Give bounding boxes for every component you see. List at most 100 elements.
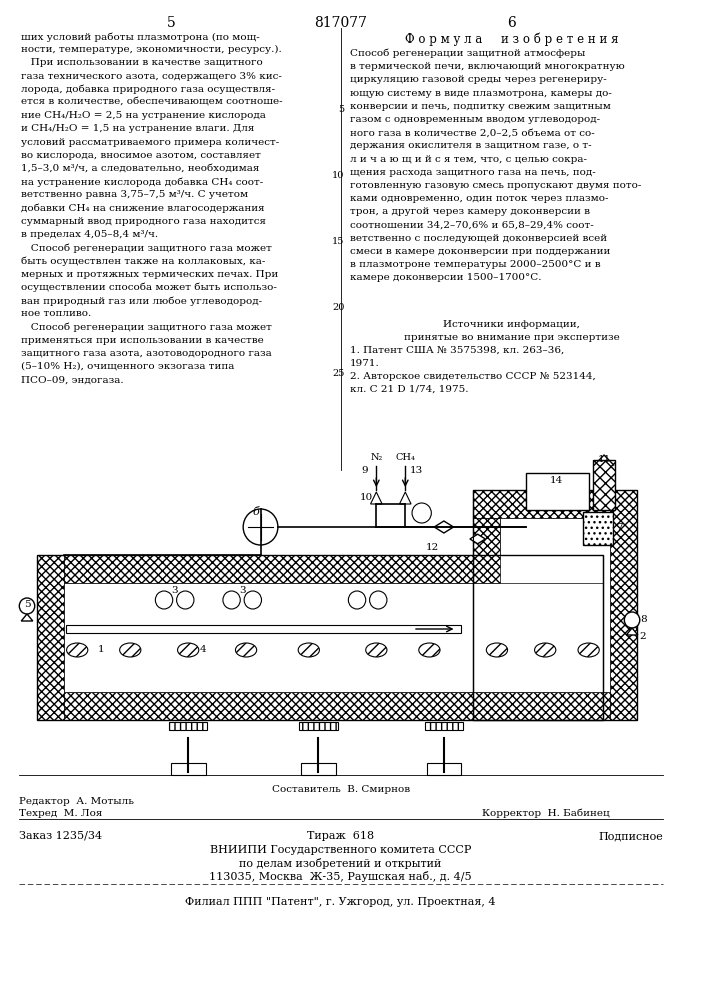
Text: 4: 4 [199, 645, 206, 654]
Polygon shape [370, 492, 382, 504]
Polygon shape [399, 492, 411, 504]
Bar [500, 518, 610, 692]
Text: 14: 14 [550, 476, 563, 485]
Text: Подписное: Подписное [598, 831, 663, 841]
Text: смеси в камере доконверсии при поддержании: смеси в камере доконверсии при поддержан… [350, 247, 611, 256]
Circle shape [243, 509, 278, 545]
Polygon shape [434, 521, 453, 533]
Ellipse shape [66, 643, 88, 657]
Text: ветственно с последующей доконверсией всей: ветственно с последующей доконверсией вс… [350, 234, 607, 243]
Bar [66, 625, 461, 633]
Text: 11: 11 [597, 455, 611, 464]
Text: 2: 2 [640, 632, 646, 641]
Text: на устранение кислорода добавка CH₄ соот-: на устранение кислорода добавка CH₄ соот… [21, 177, 264, 187]
Bar [426, 763, 461, 775]
Bar [37, 692, 630, 720]
Text: Техред  М. Лоя: Техред М. Лоя [19, 809, 103, 818]
Bar [37, 555, 603, 720]
Text: ное топливо.: ное топливо. [21, 309, 91, 318]
Text: быть осуществлен также на коллаковых, ка-: быть осуществлен также на коллаковых, ка… [21, 256, 266, 266]
Text: камере доконверсии 1500–1700°С.: камере доконверсии 1500–1700°С. [350, 273, 542, 282]
Bar [64, 583, 603, 692]
Bar [37, 555, 64, 720]
Text: 1971.: 1971. [350, 359, 380, 368]
Text: 13: 13 [410, 466, 423, 475]
Text: ности, температуре, экономичности, ресурсу.).: ности, температуре, экономичности, ресур… [21, 45, 282, 54]
Text: ВНИИПИ Государственного комитета СССР: ВНИИПИ Государственного комитета СССР [210, 845, 472, 855]
Text: Источники информации,: Источники информации, [443, 320, 580, 329]
Text: газа технического азота, содержащего 3% кис-: газа технического азота, содержащего 3% … [21, 72, 282, 81]
Text: ван природный газ или любое углеводород-: ван природный газ или любое углеводород- [21, 296, 262, 306]
Text: 20: 20 [332, 303, 344, 312]
Bar [299, 722, 338, 730]
Text: 9: 9 [361, 466, 368, 475]
Ellipse shape [119, 643, 141, 657]
Text: Составитель  В. Смирнов: Составитель В. Смирнов [271, 785, 409, 794]
Text: Редактор  А. Мотыль: Редактор А. Мотыль [19, 797, 134, 806]
Ellipse shape [177, 643, 199, 657]
Text: ками одновременно, один поток через плазмо-: ками одновременно, один поток через плаз… [350, 194, 609, 203]
Text: ветственно равна 3,75–7,5 м³/ч. С учетом: ветственно равна 3,75–7,5 м³/ч. С учетом [21, 190, 248, 199]
Text: в термической печи, включающий многократную: в термической печи, включающий многократ… [350, 62, 625, 71]
Bar [473, 490, 637, 720]
Circle shape [412, 503, 431, 523]
Circle shape [624, 612, 640, 628]
Text: принятые во внимание при экспертизе: принятые во внимание при экспертизе [404, 333, 619, 342]
Text: N₂: N₂ [370, 453, 382, 462]
Text: циркуляцию газовой среды через регенериру-: циркуляцию газовой среды через регенерир… [350, 75, 607, 84]
Text: держания окислителя в защитном газе, о т-: держания окислителя в защитном газе, о т… [350, 141, 592, 150]
Text: суммарный ввод природного газа находится: суммарный ввод природного газа находится [21, 217, 267, 226]
Bar [301, 763, 336, 775]
Text: Ф о р м у л а     и з о б р е т е н и я: Ф о р м у л а и з о б р е т е н и я [404, 32, 618, 45]
Text: 7: 7 [616, 522, 622, 532]
Text: Тираж  618: Тираж 618 [307, 831, 374, 841]
Text: (5–10% H₂), очищенного экзогаза типа: (5–10% H₂), очищенного экзогаза типа [21, 362, 235, 371]
Text: 6: 6 [507, 16, 516, 30]
Text: кл. С 21 D 1/74, 1975.: кл. С 21 D 1/74, 1975. [350, 385, 469, 394]
Ellipse shape [578, 643, 600, 657]
Circle shape [177, 591, 194, 609]
Text: л и ч а ю щ и й с я тем, что, с целью сокра-: л и ч а ю щ и й с я тем, что, с целью со… [350, 155, 588, 164]
Bar [593, 460, 614, 510]
Text: конверсии и печь, подпитку свежим защитным: конверсии и печь, подпитку свежим защитн… [350, 102, 611, 111]
Text: осуществлении способа может быть использо-: осуществлении способа может быть использ… [21, 283, 277, 292]
Text: 5: 5 [339, 105, 344, 114]
Text: ного газа в количестве 2,0–2,5 объема от со-: ного газа в количестве 2,0–2,5 объема от… [350, 128, 595, 137]
Text: 3: 3 [239, 586, 245, 595]
Bar [169, 722, 207, 730]
Text: и CH₄/H₂O = 1,5 на устранение влаги. Для: и CH₄/H₂O = 1,5 на устранение влаги. Для [21, 124, 255, 133]
Text: CH₄: CH₄ [395, 453, 415, 462]
Bar [37, 555, 630, 583]
Text: применяться при использовании в качестве: применяться при использовании в качестве [21, 336, 264, 345]
Text: Филиал ППП "Патент", г. Ужгород, ул. Проектная, 4: Филиал ППП "Патент", г. Ужгород, ул. Про… [185, 897, 496, 907]
Polygon shape [21, 614, 33, 621]
Text: ПСО–09, эндогаза.: ПСО–09, эндогаза. [21, 375, 124, 384]
Ellipse shape [366, 643, 387, 657]
Text: 2. Авторское свидетельство СССР № 523144,: 2. Авторское свидетельство СССР № 523144… [350, 372, 596, 381]
Text: готовленную газовую смесь пропускают двумя пото-: готовленную газовую смесь пропускают дву… [350, 181, 642, 190]
Text: условий рассматриваемого примера количест-: условий рассматриваемого примера количес… [21, 138, 279, 147]
Bar [473, 692, 637, 720]
Text: добавки CH₄ на снижение влагосодержания: добавки CH₄ на снижение влагосодержания [21, 204, 265, 213]
Text: по делам изобретений и открытий: по делам изобретений и открытий [240, 858, 442, 869]
Polygon shape [626, 628, 638, 635]
Circle shape [244, 591, 262, 609]
Bar [583, 512, 613, 545]
Text: трон, а другой через камеру доконверсии в: трон, а другой через камеру доконверсии … [350, 207, 590, 216]
Text: 10: 10 [332, 171, 344, 180]
Text: 8: 8 [641, 615, 648, 624]
Text: 3: 3 [171, 586, 178, 595]
Circle shape [223, 591, 240, 609]
Text: щения расхода защитного газа на печь, под-: щения расхода защитного газа на печь, по… [350, 168, 596, 177]
Text: в пределах 4,05–8,4 м³/ч.: в пределах 4,05–8,4 м³/ч. [21, 230, 158, 239]
Text: ющую систему в виде плазмотрона, камеры до-: ющую систему в виде плазмотрона, камеры … [350, 89, 612, 98]
Text: 12: 12 [426, 543, 439, 552]
Bar [473, 518, 500, 555]
Circle shape [370, 591, 387, 609]
Ellipse shape [534, 643, 556, 657]
Bar [526, 473, 589, 510]
Text: 25: 25 [332, 369, 344, 378]
Text: 1: 1 [98, 645, 105, 654]
Text: газом с одновременным вводом углеводород-: газом с одновременным вводом углеводород… [350, 115, 600, 124]
Polygon shape [470, 534, 486, 544]
